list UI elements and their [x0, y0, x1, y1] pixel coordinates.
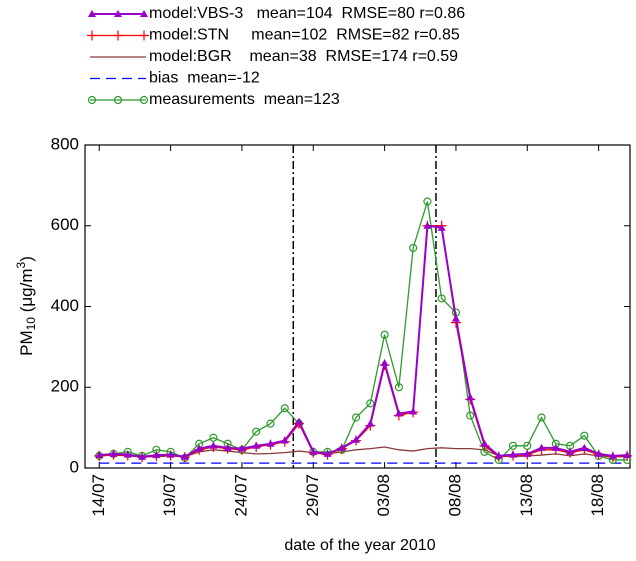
- y-tick-label: 400: [51, 296, 79, 315]
- marker: [109, 449, 118, 457]
- marker: [209, 433, 218, 442]
- marker: [114, 10, 122, 17]
- marker: [537, 443, 546, 451]
- marker: [95, 451, 104, 459]
- marker: [451, 314, 460, 322]
- legend-label: model:STN mean=102 RMSE=82 r=0.85: [149, 27, 460, 44]
- marker: [523, 441, 532, 450]
- marker: [87, 30, 97, 41]
- marker: [266, 419, 275, 428]
- marker: [351, 413, 361, 422]
- x-tick-label: 29/07: [303, 474, 322, 517]
- marker: [580, 431, 589, 440]
- marker: [113, 95, 123, 105]
- y-tick-label: 600: [51, 215, 79, 234]
- x-tick-label: 24/07: [231, 474, 250, 517]
- marker: [309, 447, 318, 455]
- marker: [337, 443, 346, 451]
- marker: [252, 427, 261, 436]
- marker: [623, 451, 632, 459]
- marker: [537, 413, 546, 422]
- marker: [280, 436, 289, 444]
- marker: [394, 383, 403, 392]
- x-tick-label: 03/08: [374, 474, 393, 517]
- marker: [409, 407, 418, 415]
- marker: [437, 294, 446, 303]
- marker: [88, 10, 96, 17]
- marker: [139, 30, 149, 41]
- marker: [409, 243, 418, 253]
- marker: [138, 452, 147, 460]
- y-tick-label: 200: [51, 377, 79, 396]
- marker: [237, 444, 246, 452]
- marker: [352, 435, 361, 443]
- x-tick-label: 19/07: [160, 474, 179, 517]
- marker: [140, 10, 148, 17]
- marker: [394, 409, 403, 417]
- marker: [466, 411, 475, 420]
- y-axis-title: PM10 (μg/m3): [14, 256, 38, 356]
- marker: [494, 451, 503, 459]
- series-line: [99, 225, 628, 458]
- series-line: [99, 224, 628, 458]
- marker: [366, 419, 375, 427]
- marker: [594, 449, 603, 457]
- x-tick-label: 18/08: [588, 474, 607, 517]
- marker: [508, 441, 518, 450]
- marker: [139, 95, 149, 105]
- plot-frame: [84, 144, 631, 469]
- marker: [323, 449, 332, 457]
- y-tick-label: 0: [70, 457, 79, 476]
- legend-label: model:BGR mean=38 RMSE=174 r=0.59: [149, 48, 458, 65]
- marker: [209, 441, 218, 449]
- marker: [280, 404, 289, 413]
- marker: [380, 359, 389, 367]
- marker: [423, 221, 432, 229]
- marker: [509, 450, 518, 458]
- marker: [87, 95, 97, 105]
- marker: [195, 444, 204, 452]
- marker: [366, 399, 375, 408]
- marker: [295, 417, 304, 425]
- y-tick-label: 800: [51, 134, 79, 153]
- marker: [113, 30, 123, 41]
- marker: [466, 393, 475, 401]
- marker: [480, 439, 489, 447]
- marker: [266, 439, 275, 447]
- legend-label: measurements mean=123: [149, 91, 340, 108]
- marker: [566, 447, 575, 455]
- marker: [180, 452, 189, 460]
- legend-label: bias mean=-12: [149, 70, 260, 87]
- legend-label: model:VBS-3 mean=104 RMSE=80 r=0.86: [149, 5, 465, 22]
- marker: [166, 450, 175, 458]
- marker: [152, 451, 161, 459]
- marker: [551, 443, 560, 451]
- marker: [523, 449, 532, 457]
- x-tick-label: 14/07: [89, 474, 108, 517]
- marker: [380, 330, 389, 339]
- x-axis-title: date of the year 2010: [284, 537, 435, 554]
- marker: [223, 443, 232, 451]
- marker: [423, 197, 432, 206]
- marker: [580, 443, 589, 451]
- x-tick-label: 08/08: [445, 474, 464, 517]
- marker: [252, 441, 261, 449]
- marker: [437, 223, 446, 231]
- marker: [123, 450, 132, 458]
- x-tick-label: 13/08: [517, 474, 536, 517]
- marker: [608, 451, 617, 459]
- series-line: [99, 201, 628, 461]
